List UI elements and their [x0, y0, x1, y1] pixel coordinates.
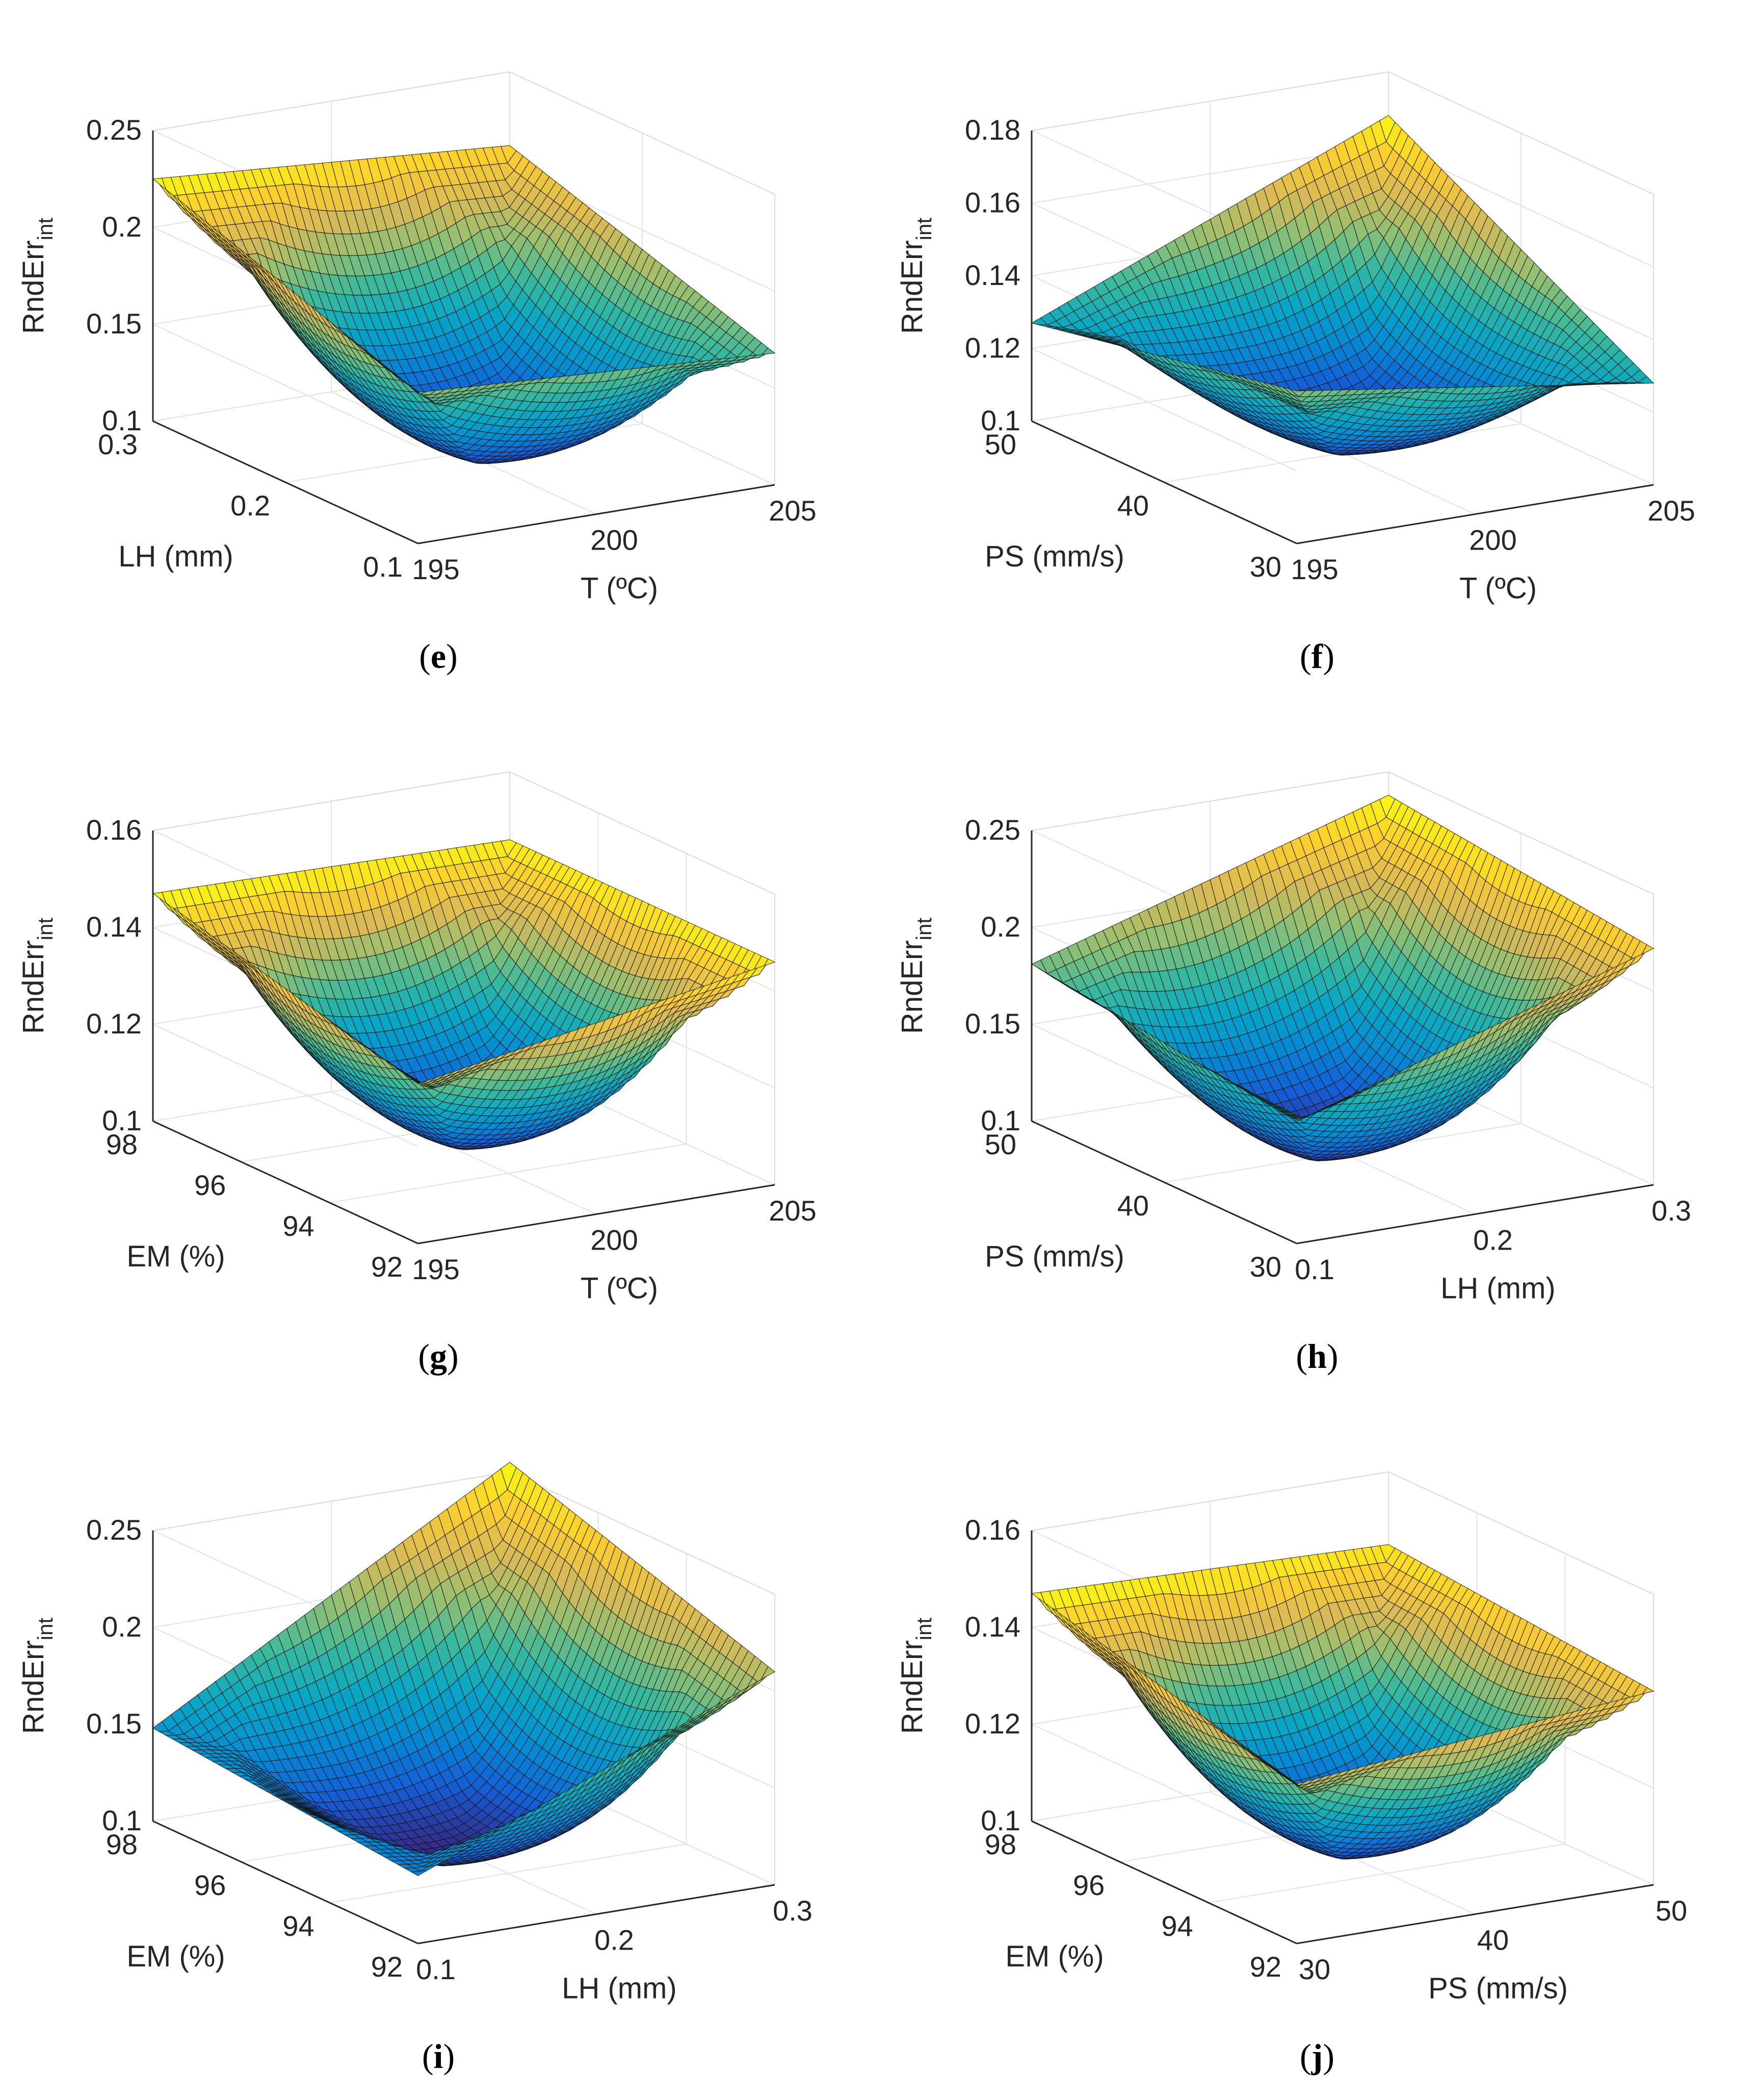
- z-axis-label-sub: int: [912, 218, 936, 241]
- surface-plot-svg: 195 200 205 30 40 500.1 0.12 0.14 0.16 0.18 T (ºC)…: [896, 71, 1695, 676]
- y-tick-label: 96: [194, 1169, 226, 1201]
- caption-letter: g: [430, 1337, 447, 1376]
- chart-panel-f: 195 200 205 30 40 50 0.1 0.12 0.14 0.16 0.18 T (ºC)…: [879, 0, 1757, 700]
- x-tick-label: 205: [769, 495, 816, 527]
- z-tick-label: 0.18: [965, 114, 1020, 146]
- z-tick-label: 0.1: [981, 404, 1020, 436]
- surface-cell: [411, 1078, 427, 1085]
- y-tick-label: 0.1: [363, 551, 403, 583]
- tick-labels: 195 200 205 92 94 96 980.1 0.12 0.14 0.16: [86, 814, 817, 1285]
- y-tick-label: 92: [371, 1251, 403, 1283]
- x-axis-label: T (ºC): [581, 1272, 658, 1305]
- x-tick-label: 195: [412, 553, 459, 585]
- caption-paren-close: ): [446, 637, 458, 676]
- surface-mesh: [1031, 794, 1655, 1161]
- z-axis-label: RndErrint: [17, 218, 57, 334]
- y-tick-label: 98: [106, 1128, 138, 1160]
- caption-paren-close: ): [1323, 637, 1334, 676]
- z-axis-label-main: RndErr: [17, 940, 50, 1034]
- surface-cell: [1290, 388, 1307, 397]
- z-tick-label: 0.1: [102, 404, 142, 436]
- caption-paren-open: (: [1300, 637, 1311, 676]
- z-tick-label: 0.14: [965, 259, 1020, 291]
- caption-letter: e: [431, 637, 446, 676]
- z-axis-label: RndErrint: [17, 918, 57, 1034]
- surface-cell: [411, 386, 427, 395]
- x-tick-label: 205: [769, 1195, 816, 1227]
- caption-paren-open: (: [418, 1337, 430, 1376]
- x-axis-label: T (ºC): [581, 572, 658, 605]
- y-tick-label: 50: [985, 428, 1016, 460]
- z-tick-label: 0.15: [86, 307, 142, 340]
- z-tick-label: 0.2: [102, 211, 142, 243]
- axis-box: [152, 771, 775, 1245]
- x-tick-label: 200: [590, 524, 638, 556]
- y-axis-label: LH (mm): [118, 540, 233, 573]
- chart-panel-h: 0.1 0.2 0.3 30 40 50 0.1 0.15 0.2 0.25 LH (mm) PS (…: [879, 700, 1757, 1400]
- z-tick-label: 0.16: [86, 814, 142, 846]
- panel-caption: (e): [419, 637, 458, 676]
- y-tick-label: 0.2: [230, 489, 270, 522]
- y-axis-label: PS (mm/s): [985, 540, 1124, 573]
- axis-box: [1031, 771, 1654, 1245]
- chart-panel-e: 195 200 205 0.1 0.2 0.3 0.1 0.15 0.2 0.25 T (ºC) LH…: [0, 0, 879, 700]
- y-tick-label: 0.3: [98, 428, 138, 460]
- x-tick-label: 195: [1291, 553, 1338, 585]
- caption-paren-open: (: [419, 637, 431, 676]
- panel-caption: (f): [1300, 637, 1334, 676]
- x-tick-label: 205: [1647, 495, 1695, 527]
- surface-plot-svg: 195 200 205 92 94 96 980.1 0.12 0.14 0.16 T (ºC) EM…: [17, 771, 817, 1376]
- x-tick-label: 200: [1469, 524, 1516, 556]
- y-axis-label: EM (%): [126, 1240, 225, 1273]
- y-tick-label: 40: [1117, 489, 1149, 522]
- chart-panel-g: 195 200 205 92 94 96 98 0.1 0.12 0.14 0.16 T (ºC) EM…: [0, 700, 879, 1400]
- z-tick-label: 0.12: [86, 1007, 142, 1040]
- surface-mesh: [152, 839, 776, 1150]
- x-tick-label: 200: [590, 1224, 638, 1256]
- z-tick-label: 0.16: [965, 187, 1020, 219]
- x-tick-label: 195: [412, 1253, 459, 1285]
- z-axis-label-sub: int: [33, 218, 57, 241]
- surface-mesh: [1031, 115, 1655, 456]
- z-axis-label-main: RndErr: [17, 240, 50, 334]
- x-axis-label: T (ºC): [1459, 572, 1537, 605]
- caption-paren-close: ): [447, 1337, 459, 1376]
- y-tick-label: 30: [1250, 551, 1281, 583]
- y-tick-label: 94: [282, 1210, 314, 1242]
- z-tick-label: 0.1: [102, 1104, 142, 1136]
- z-tick-label: 0.14: [86, 911, 142, 943]
- panel-caption: (g): [418, 1337, 458, 1376]
- z-axis-label: RndErrint: [896, 218, 936, 334]
- z-axis-label-sub: int: [33, 918, 57, 941]
- z-tick-label: 0.12: [965, 332, 1020, 364]
- caption-letter: f: [1311, 637, 1324, 676]
- surface-mesh: [152, 145, 776, 464]
- tick-labels: 195 200 205 30 40 500.1 0.12 0.14 0.16 0.18: [965, 114, 1695, 585]
- z-tick-label: 0.25: [86, 114, 142, 146]
- z-axis-label-main: RndErr: [896, 240, 929, 334]
